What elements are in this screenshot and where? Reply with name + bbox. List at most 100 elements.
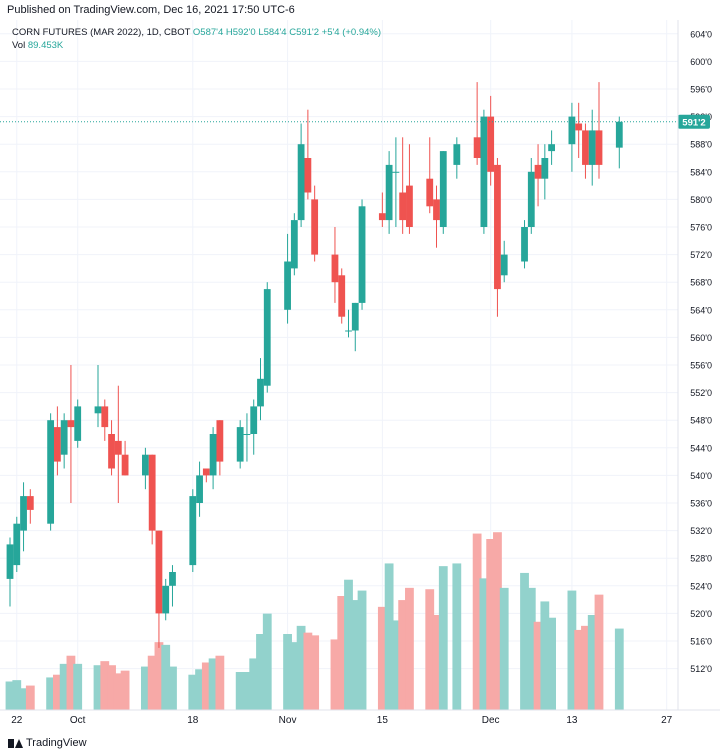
legend-close: C591'2 [289, 27, 320, 38]
candle-body[interactable] [121, 454, 129, 476]
candle-body[interactable] [494, 164, 501, 290]
candle-body[interactable] [169, 572, 176, 586]
volume-bar [208, 658, 218, 710]
candle-body[interactable] [250, 406, 258, 434]
legend-symbol[interactable]: CORN FUTURES (MAR 2022), 1D, CBOT [12, 27, 191, 38]
candle-body[interactable] [304, 158, 312, 193]
candle-body[interactable] [331, 254, 339, 283]
volume-bar [344, 579, 353, 710]
candle-body[interactable] [595, 130, 603, 165]
volume-bar [161, 644, 171, 710]
candle-body[interactable] [433, 199, 440, 221]
candle-body[interactable] [114, 440, 122, 455]
legend-ohlc-row: CORN FUTURES (MAR 2022), 1D, CBOT O587'4… [12, 26, 381, 39]
tradingview-brand[interactable]: TradingView [8, 737, 87, 749]
candle-body[interactable] [426, 178, 434, 207]
candle-body[interactable] [94, 406, 102, 414]
candle-body[interactable] [53, 427, 61, 462]
volume-bar [303, 632, 313, 710]
candle-body[interactable] [257, 378, 264, 407]
candle-body[interactable] [20, 496, 27, 531]
candle-body[interactable] [290, 220, 298, 269]
candle-body[interactable] [392, 171, 400, 173]
candle-body[interactable] [487, 116, 495, 172]
chart-frame[interactable]: 512'0 516'0 520'0 524'0 528'0 532'0 536'0 540'0… [0, 20, 720, 732]
candle-body[interactable] [162, 585, 170, 614]
volume-bar [289, 642, 299, 710]
price-tick-label: 536'0 [690, 499, 712, 509]
candle-body[interactable] [74, 406, 82, 441]
candle-body[interactable] [148, 454, 156, 531]
candle-body[interactable] [216, 420, 224, 462]
candle-body[interactable] [378, 213, 386, 221]
legend-volume-row: Vol 89.453K [12, 39, 381, 52]
candle-body[interactable] [351, 302, 359, 331]
time-tick-label: Oct [70, 715, 86, 726]
volume-bar [120, 670, 130, 710]
candle-body[interactable] [13, 523, 21, 566]
candle-body[interactable] [142, 454, 149, 476]
candle-body[interactable] [284, 261, 291, 310]
candle-body[interactable] [311, 199, 319, 255]
candle-body[interactable] [338, 275, 346, 317]
volume-bar [19, 688, 28, 710]
candle-body[interactable] [385, 164, 393, 221]
volume-bar [391, 620, 401, 710]
candle-body[interactable] [480, 116, 488, 227]
candle-body[interactable] [439, 151, 447, 227]
candle-body[interactable] [527, 171, 535, 227]
candle-body[interactable] [588, 130, 596, 165]
candle-body[interactable] [541, 158, 549, 179]
candle-body[interactable] [202, 468, 210, 476]
candle-body[interactable] [67, 420, 75, 428]
candle-body[interactable] [209, 434, 217, 476]
volume-bar [73, 663, 83, 710]
volume-bar [310, 635, 320, 710]
candle-body[interactable] [399, 192, 407, 221]
candle-body[interactable] [568, 116, 576, 145]
candle-body[interactable] [358, 206, 366, 303]
candle-body[interactable] [26, 496, 34, 510]
volume-bar [587, 615, 597, 710]
volume-bar [113, 673, 123, 710]
candle-body[interactable] [297, 144, 305, 221]
volume-bar [574, 629, 584, 710]
volume-bar [472, 533, 482, 710]
volume-bar [100, 661, 110, 710]
time-tick-label: 15 [377, 715, 389, 726]
candle-body[interactable] [60, 420, 68, 455]
legend-vol-label[interactable]: Vol [12, 40, 26, 51]
candle-body[interactable] [263, 289, 271, 386]
candle-body[interactable] [47, 420, 55, 524]
candle-body[interactable] [236, 427, 244, 462]
candle-body[interactable] [473, 137, 481, 158]
candle-body[interactable] [108, 434, 115, 469]
candle-body[interactable] [189, 496, 197, 566]
candle-body[interactable] [6, 544, 14, 579]
candle-body[interactable] [453, 144, 461, 165]
candle-body[interactable] [575, 123, 583, 131]
volume-bar [93, 665, 103, 710]
brand-label: TradingView [26, 737, 87, 749]
candle-body[interactable] [101, 406, 109, 428]
candle-body[interactable] [155, 530, 163, 614]
candle-body[interactable] [534, 164, 542, 179]
price-tick-label: 528'0 [690, 554, 712, 564]
price-volume-chart[interactable]: 512'0 516'0 520'0 524'0 528'0 532'0 536'0 540'0… [0, 20, 720, 732]
candle-body[interactable] [345, 330, 352, 332]
candle-body[interactable] [521, 227, 528, 262]
candle-body[interactable] [582, 130, 589, 165]
time-tick-label: 13 [566, 715, 578, 726]
candle-body[interactable] [406, 185, 413, 227]
volume-bar [168, 666, 177, 710]
candle-body[interactable] [615, 121, 623, 148]
candle-body[interactable] [243, 434, 251, 435]
candle-body[interactable] [196, 475, 203, 503]
volume-bar [256, 634, 265, 710]
candle-body[interactable] [500, 254, 508, 276]
candle-body[interactable] [548, 144, 555, 152]
volume-bar [296, 625, 306, 710]
volume-bar [533, 621, 543, 710]
volume-bar [188, 674, 198, 710]
volume-bar [215, 655, 225, 710]
